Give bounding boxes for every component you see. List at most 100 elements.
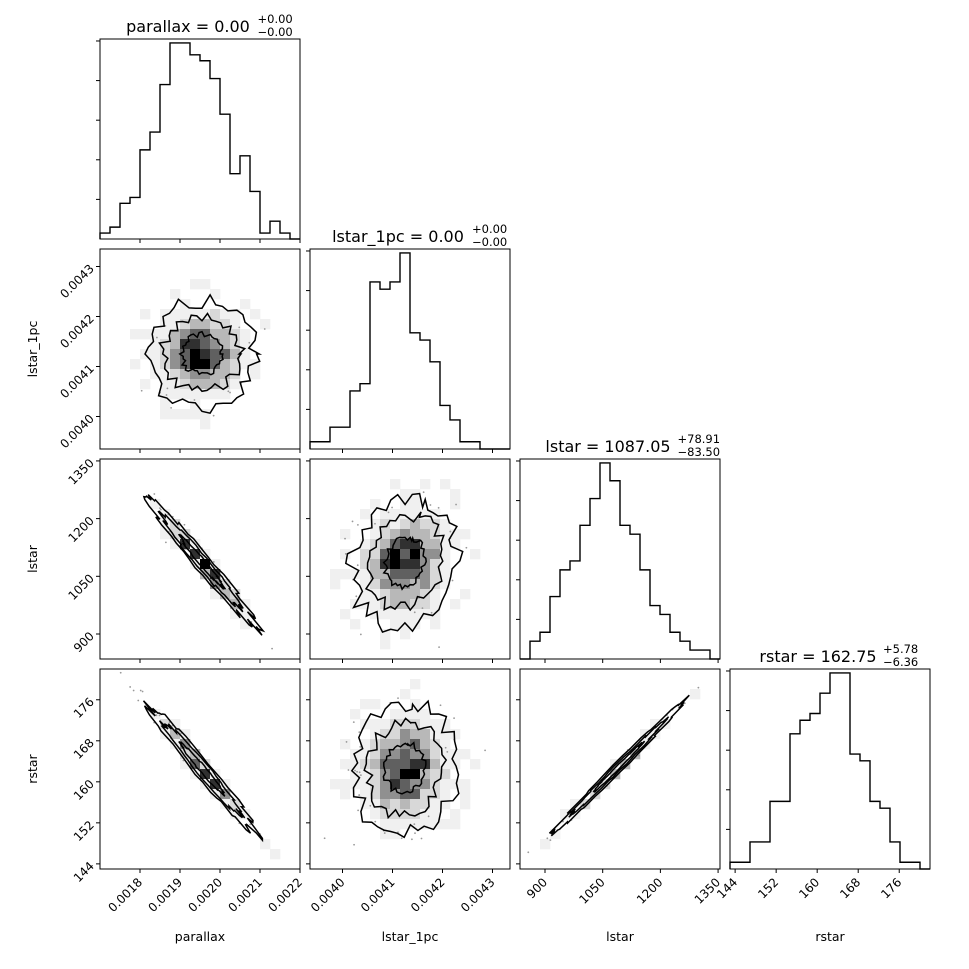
density-cell xyxy=(210,309,221,320)
density-cell xyxy=(410,759,421,770)
density-cell xyxy=(170,529,181,540)
density-cell xyxy=(400,489,411,500)
density-cell xyxy=(440,549,451,560)
density-cell xyxy=(380,759,391,770)
density-cell xyxy=(380,629,391,640)
sample-point xyxy=(451,579,454,582)
sample-point xyxy=(446,750,449,753)
density-cell xyxy=(440,739,451,750)
density-cell xyxy=(410,609,421,620)
density-cell xyxy=(380,789,391,800)
density-cell xyxy=(200,409,211,420)
density-cell xyxy=(200,349,211,360)
density-cell xyxy=(370,549,381,560)
density-cell xyxy=(380,529,391,540)
density-cell xyxy=(410,619,421,630)
contour-level-2 xyxy=(364,511,445,612)
contour-level-1 xyxy=(382,535,427,591)
density-cell xyxy=(360,759,371,770)
density-cell xyxy=(380,809,391,820)
density-cell xyxy=(390,719,401,730)
density-cell xyxy=(410,539,421,550)
density-cell xyxy=(170,309,181,320)
density-cell xyxy=(150,329,161,340)
sample-point xyxy=(212,414,215,417)
density-cell xyxy=(200,759,211,770)
density-cell xyxy=(170,539,181,550)
density-cell xyxy=(140,379,151,390)
density-cell xyxy=(380,569,391,580)
density-cell xyxy=(380,539,391,550)
density-cell xyxy=(360,509,371,520)
density-cell xyxy=(220,319,231,330)
density-cell xyxy=(250,309,261,320)
density-cell xyxy=(180,749,191,760)
density-cell xyxy=(350,619,361,630)
sample-point xyxy=(248,341,251,344)
title-upper-error: +0.00 xyxy=(472,222,507,236)
density-cell xyxy=(430,769,441,780)
density-cell xyxy=(620,759,631,770)
density-cell xyxy=(420,589,431,600)
density-cell xyxy=(150,349,161,360)
density-cell xyxy=(410,699,421,710)
density-cell xyxy=(410,769,421,780)
density-cell xyxy=(410,519,421,530)
density-cell xyxy=(230,379,241,390)
density-cell xyxy=(240,619,251,630)
density-cell xyxy=(260,319,271,330)
sample-point xyxy=(387,511,390,514)
density-cell xyxy=(400,819,411,830)
panel-parallax-vs-rstar xyxy=(99,668,301,870)
density-cell xyxy=(160,319,171,330)
density-cell xyxy=(360,579,371,590)
density-cell xyxy=(240,359,251,370)
density-cell xyxy=(420,789,431,800)
contour-level-3 xyxy=(144,293,263,415)
density-cell xyxy=(200,559,211,570)
density-cell xyxy=(200,319,211,330)
density-cell xyxy=(340,739,351,750)
density-cell xyxy=(170,389,181,400)
density-cell xyxy=(370,539,381,550)
y-tick-label-lstar: 1050 xyxy=(65,571,96,602)
density-cell xyxy=(360,559,371,570)
density-cell xyxy=(160,329,171,340)
density-cell xyxy=(260,839,271,850)
density-cell xyxy=(440,719,451,730)
density-cell xyxy=(440,729,451,740)
x-tick-label-parallax: 0.0022 xyxy=(266,875,306,915)
density-cell xyxy=(180,329,191,340)
density-cell xyxy=(230,809,241,820)
density-cell xyxy=(230,609,241,620)
sample-point xyxy=(549,839,552,842)
sample-point xyxy=(227,390,230,393)
density-cell xyxy=(340,569,351,580)
title-lower-error: −0.00 xyxy=(472,235,507,249)
density-cell xyxy=(220,329,231,340)
sample-point xyxy=(359,745,362,748)
sample-point xyxy=(158,714,161,717)
density-cell xyxy=(180,759,191,770)
title-main: lstar_1pc = 0.00 xyxy=(332,227,464,247)
x-tick-label-lstar: 900 xyxy=(524,875,550,901)
density-cell xyxy=(200,419,211,430)
density-cell xyxy=(390,829,401,840)
density-cell xyxy=(460,749,471,760)
panel-frame-parallax xyxy=(99,38,301,240)
x-tick-label-parallax: 0.0021 xyxy=(226,875,266,915)
density-cell xyxy=(150,709,161,720)
density-cell xyxy=(190,379,201,390)
density-cell xyxy=(420,819,431,830)
density-cell xyxy=(190,399,201,410)
density-cell xyxy=(130,329,141,340)
density-cell xyxy=(450,729,461,740)
density-cell xyxy=(350,709,361,720)
density-cell xyxy=(430,549,441,560)
density-cell xyxy=(400,719,411,730)
density-cell xyxy=(400,749,411,760)
density-cell xyxy=(170,409,181,420)
density-cell xyxy=(400,729,411,740)
density-cell xyxy=(430,809,441,820)
density-cell xyxy=(160,349,171,360)
